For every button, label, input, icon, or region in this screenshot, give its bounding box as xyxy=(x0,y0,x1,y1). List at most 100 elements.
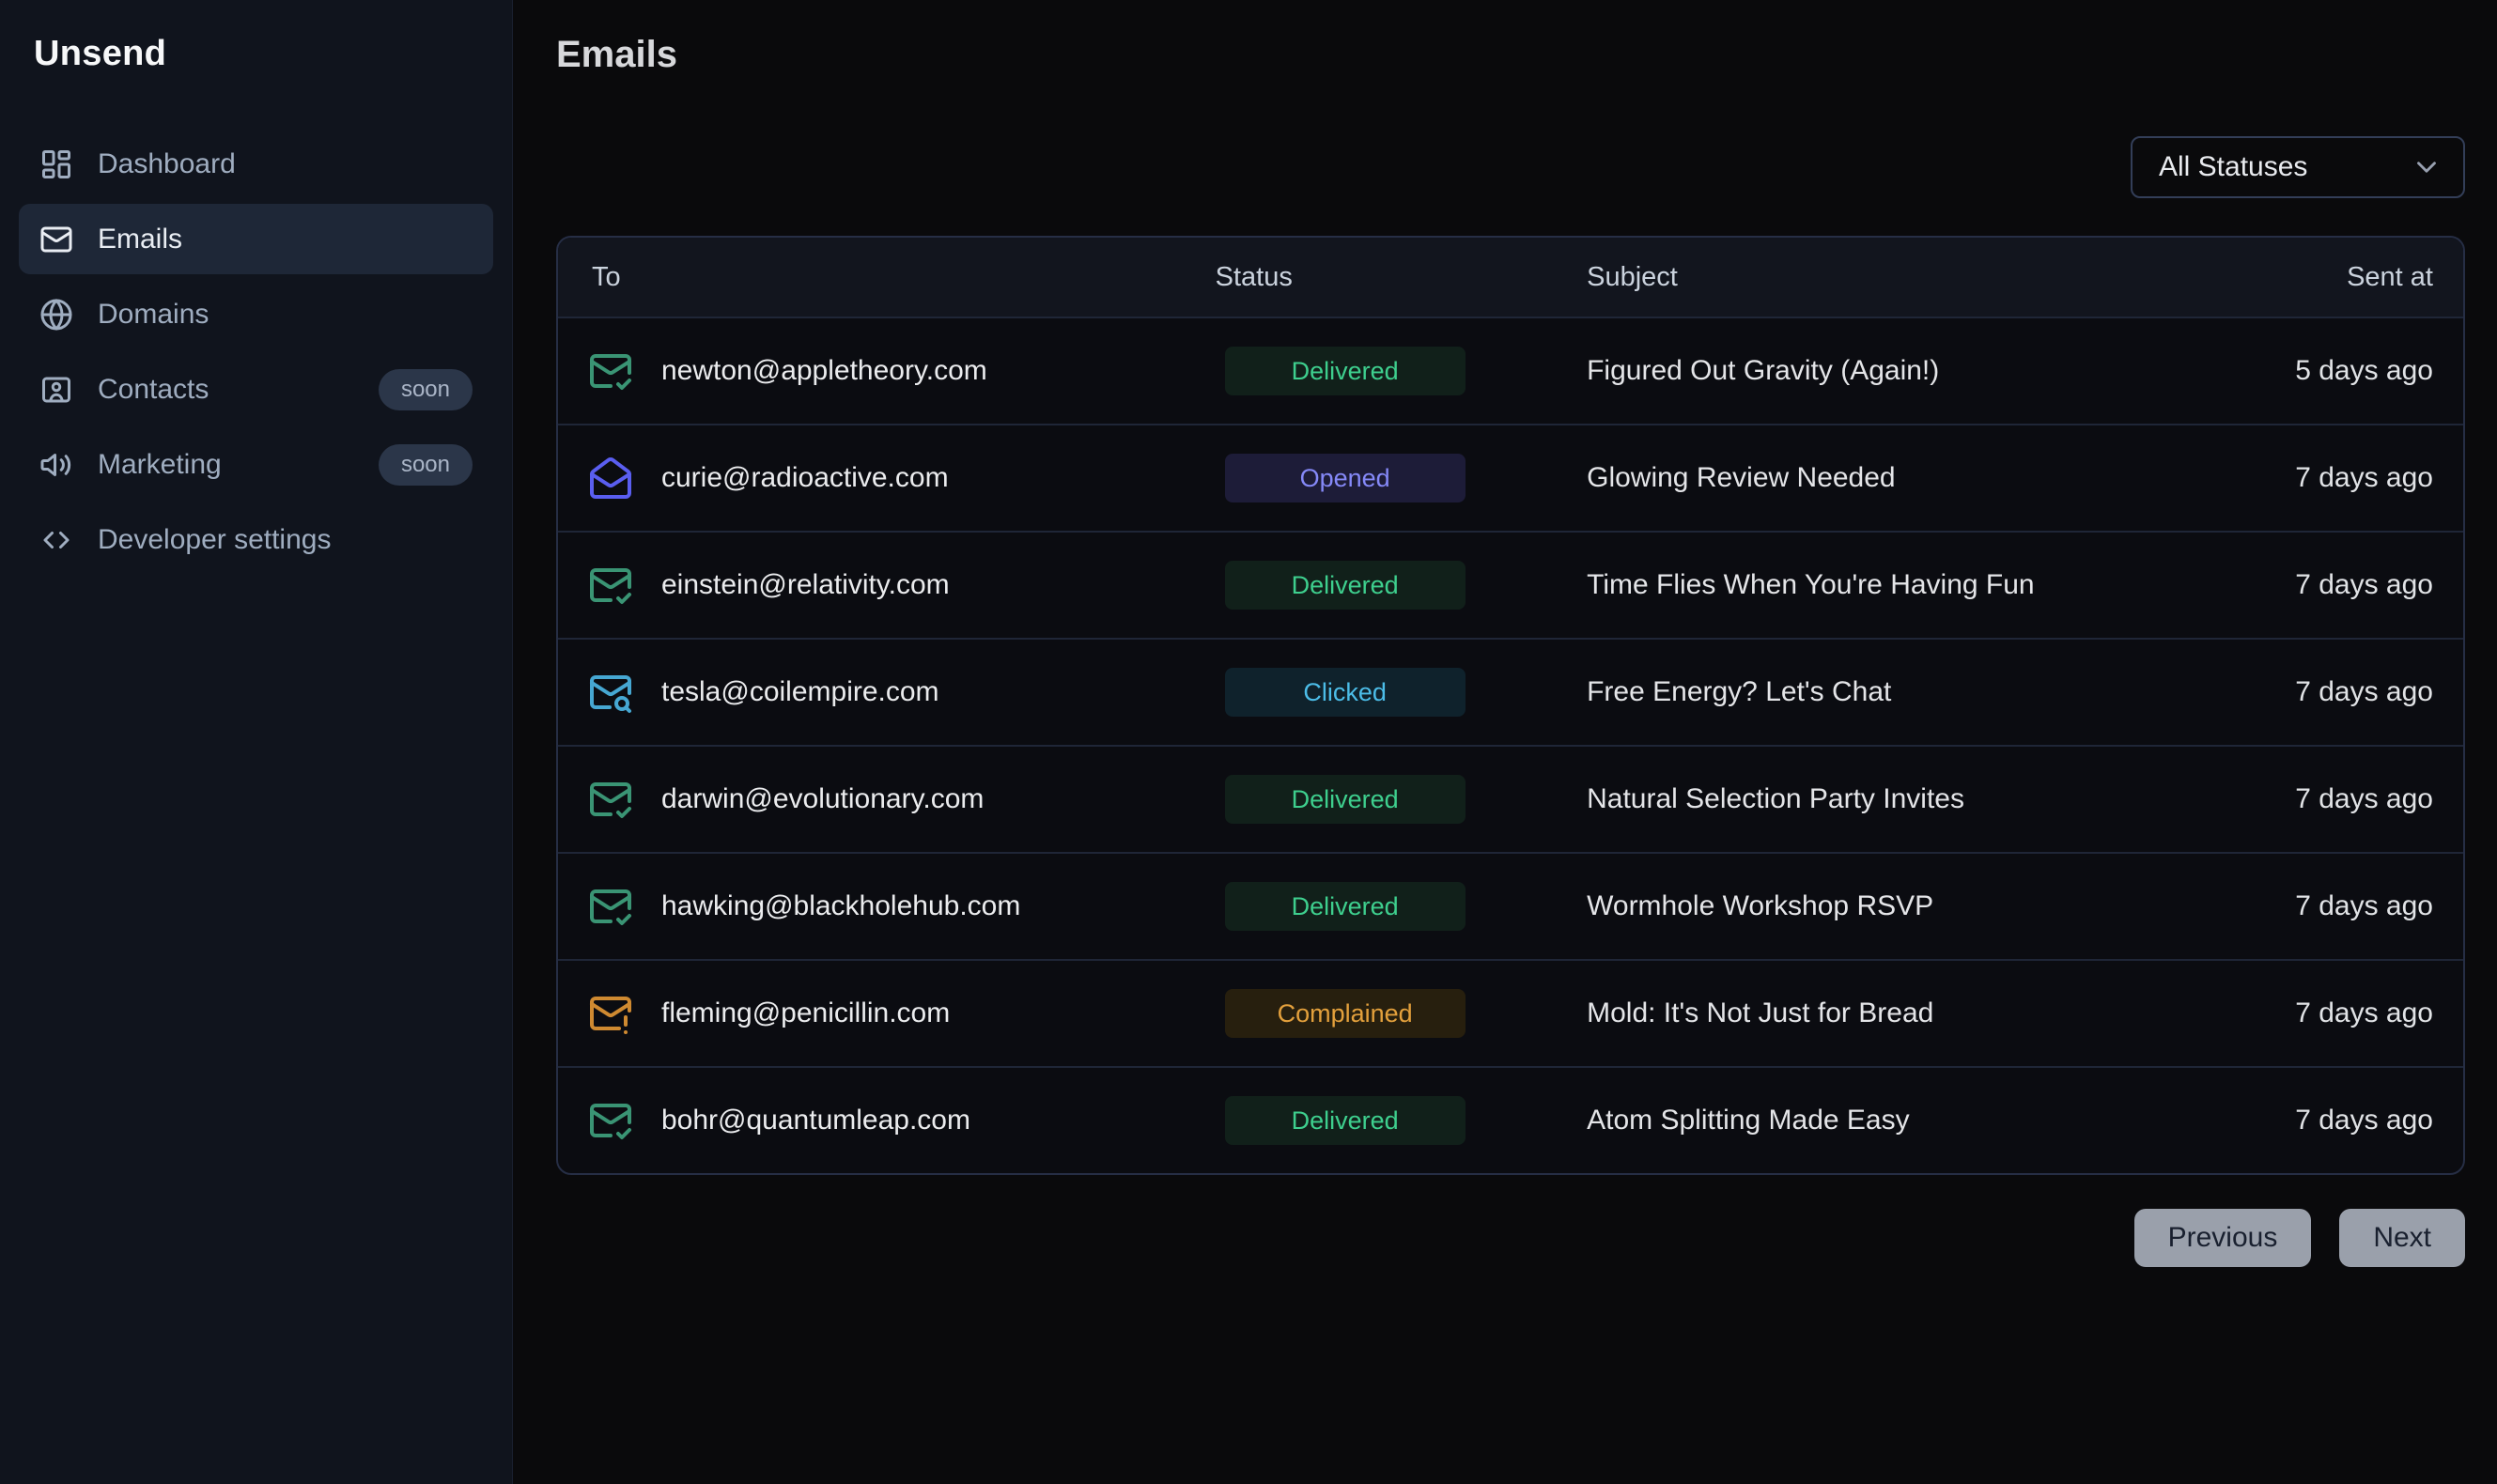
mail-icon xyxy=(39,223,73,256)
sidebar-item-label: Developer settings xyxy=(98,523,332,555)
pagination: Previous Next xyxy=(556,1209,2465,1267)
status-cell: Delivered xyxy=(1216,882,1587,931)
table-header-row: To Status Subject Sent at xyxy=(558,238,2463,317)
sidebar-item-developer-settings[interactable]: Developer settings xyxy=(19,504,493,575)
mail-warning-icon xyxy=(588,991,633,1036)
status-badge: Opened xyxy=(1224,454,1466,502)
status-badge: Clicked xyxy=(1224,668,1466,717)
sent-at: 7 days ago xyxy=(2295,462,2433,493)
recipient-email: darwin@evolutionary.com xyxy=(661,783,985,814)
sidebar-item-emails[interactable]: Emails xyxy=(19,204,493,274)
chevron-down-icon xyxy=(2411,151,2443,183)
status-badge: Delivered xyxy=(1224,882,1466,931)
emails-table: To Status Subject Sent at newton@appleth… xyxy=(556,236,2465,1175)
toolbar: All Statuses xyxy=(556,136,2465,198)
mail-check-icon xyxy=(588,884,633,929)
email-row[interactable]: darwin@evolutionary.com Delivered Natura… xyxy=(558,745,2463,852)
sidebar-item-dashboard[interactable]: Dashboard xyxy=(19,129,493,199)
sidebar-nav: Dashboard Emails Domains Contacts soon M… xyxy=(19,129,493,575)
email-row[interactable]: bohr@quantumleap.com Delivered Atom Spli… xyxy=(558,1066,2463,1173)
status-badge: Delivered xyxy=(1224,347,1466,395)
sent-at: 7 days ago xyxy=(2295,676,2433,707)
recipient-email: bohr@quantumleap.com xyxy=(661,1105,970,1136)
email-row[interactable]: fleming@penicillin.com Complained Mold: … xyxy=(558,959,2463,1066)
status-cell: Delivered xyxy=(1216,775,1587,824)
email-subject: Mold: It's Not Just for Bread xyxy=(1587,997,1934,1028)
sidebar-item-label: Dashboard xyxy=(98,147,236,179)
sidebar-item-contacts[interactable]: Contacts soon xyxy=(19,354,493,425)
sent-at: 5 days ago xyxy=(2295,355,2433,386)
email-subject: Wormhole Workshop RSVP xyxy=(1587,890,1934,921)
email-subject: Free Energy? Let's Chat xyxy=(1587,676,1892,707)
recipient-email: curie@radioactive.com xyxy=(661,462,949,493)
email-row[interactable]: tesla@coilempire.com Clicked Free Energy… xyxy=(558,638,2463,745)
recipient-email: einstein@relativity.com xyxy=(661,569,950,600)
mail-check-icon xyxy=(588,563,633,608)
sent-at: 7 days ago xyxy=(2295,890,2433,921)
column-header-to: To xyxy=(592,261,621,292)
email-row[interactable]: newton@appletheory.com Delivered Figured… xyxy=(558,317,2463,424)
previous-button[interactable]: Previous xyxy=(2133,1209,2312,1267)
soon-badge: soon xyxy=(378,368,473,410)
soon-badge: soon xyxy=(378,443,473,486)
status-cell: Clicked xyxy=(1216,668,1587,717)
to-cell: curie@radioactive.com xyxy=(558,456,1216,501)
sidebar-item-label: Domains xyxy=(98,298,209,330)
next-button[interactable]: Next xyxy=(2339,1209,2465,1267)
to-cell: bohr@quantumleap.com xyxy=(558,1098,1216,1143)
app-logo: Unsend xyxy=(34,34,167,73)
email-row[interactable]: curie@radioactive.com Opened Glowing Rev… xyxy=(558,424,2463,531)
sidebar-item-label: Marketing xyxy=(98,448,222,480)
to-cell: einstein@relativity.com xyxy=(558,563,1216,608)
email-subject: Figured Out Gravity (Again!) xyxy=(1587,355,1940,386)
column-header-sent-at: Sent at xyxy=(2347,261,2433,292)
column-header-subject: Subject xyxy=(1587,261,1678,292)
status-filter-value: All Statuses xyxy=(2159,151,2308,182)
sent-at: 7 days ago xyxy=(2295,569,2433,600)
status-badge: Delivered xyxy=(1224,775,1466,824)
sidebar-item-marketing[interactable]: Marketing soon xyxy=(19,429,493,500)
sidebar-item-domains[interactable]: Domains xyxy=(19,279,493,349)
mail-open-icon xyxy=(588,456,633,501)
main-content: Emails All Statuses To Status Subject Se… xyxy=(513,0,2497,1484)
email-row[interactable]: hawking@blackholehub.com Delivered Wormh… xyxy=(558,852,2463,959)
sidebar-item-label: Contacts xyxy=(98,373,209,405)
globe-icon xyxy=(39,298,73,332)
to-cell: tesla@coilempire.com xyxy=(558,670,1216,715)
mail-check-icon xyxy=(588,1098,633,1143)
to-cell: fleming@penicillin.com xyxy=(558,991,1216,1036)
dashboard-icon xyxy=(39,147,73,181)
recipient-email: tesla@coilempire.com xyxy=(661,676,939,707)
recipient-email: hawking@blackholehub.com xyxy=(661,890,1021,921)
sent-at: 7 days ago xyxy=(2295,1105,2433,1136)
recipient-email: fleming@penicillin.com xyxy=(661,997,951,1028)
status-badge: Complained xyxy=(1224,989,1466,1038)
sidebar: Unsend Dashboard Emails Domains Contacts… xyxy=(0,0,513,1484)
mail-check-icon xyxy=(588,348,633,394)
table-body: newton@appletheory.com Delivered Figured… xyxy=(558,317,2463,1173)
status-cell: Delivered xyxy=(1216,1096,1587,1145)
column-header-status: Status xyxy=(1215,261,1293,292)
status-cell: Complained xyxy=(1216,989,1587,1038)
status-filter-select[interactable]: All Statuses xyxy=(2131,136,2465,198)
contacts-icon xyxy=(39,373,73,407)
email-subject: Time Flies When You're Having Fun xyxy=(1587,569,2035,600)
to-cell: newton@appletheory.com xyxy=(558,348,1216,394)
status-cell: Opened xyxy=(1216,454,1587,502)
email-subject: Glowing Review Needed xyxy=(1587,462,1896,493)
to-cell: hawking@blackholehub.com xyxy=(558,884,1216,929)
status-cell: Delivered xyxy=(1216,561,1587,610)
status-cell: Delivered xyxy=(1216,347,1587,395)
email-subject: Atom Splitting Made Easy xyxy=(1587,1105,1910,1136)
email-row[interactable]: einstein@relativity.com Delivered Time F… xyxy=(558,531,2463,638)
page-title: Emails xyxy=(556,34,677,75)
status-badge: Delivered xyxy=(1224,1096,1466,1145)
megaphone-icon xyxy=(39,448,73,482)
status-badge: Delivered xyxy=(1224,561,1466,610)
mail-search-icon xyxy=(588,670,633,715)
mail-check-icon xyxy=(588,777,633,822)
recipient-email: newton@appletheory.com xyxy=(661,355,987,386)
to-cell: darwin@evolutionary.com xyxy=(558,777,1216,822)
sidebar-item-label: Emails xyxy=(98,223,183,255)
